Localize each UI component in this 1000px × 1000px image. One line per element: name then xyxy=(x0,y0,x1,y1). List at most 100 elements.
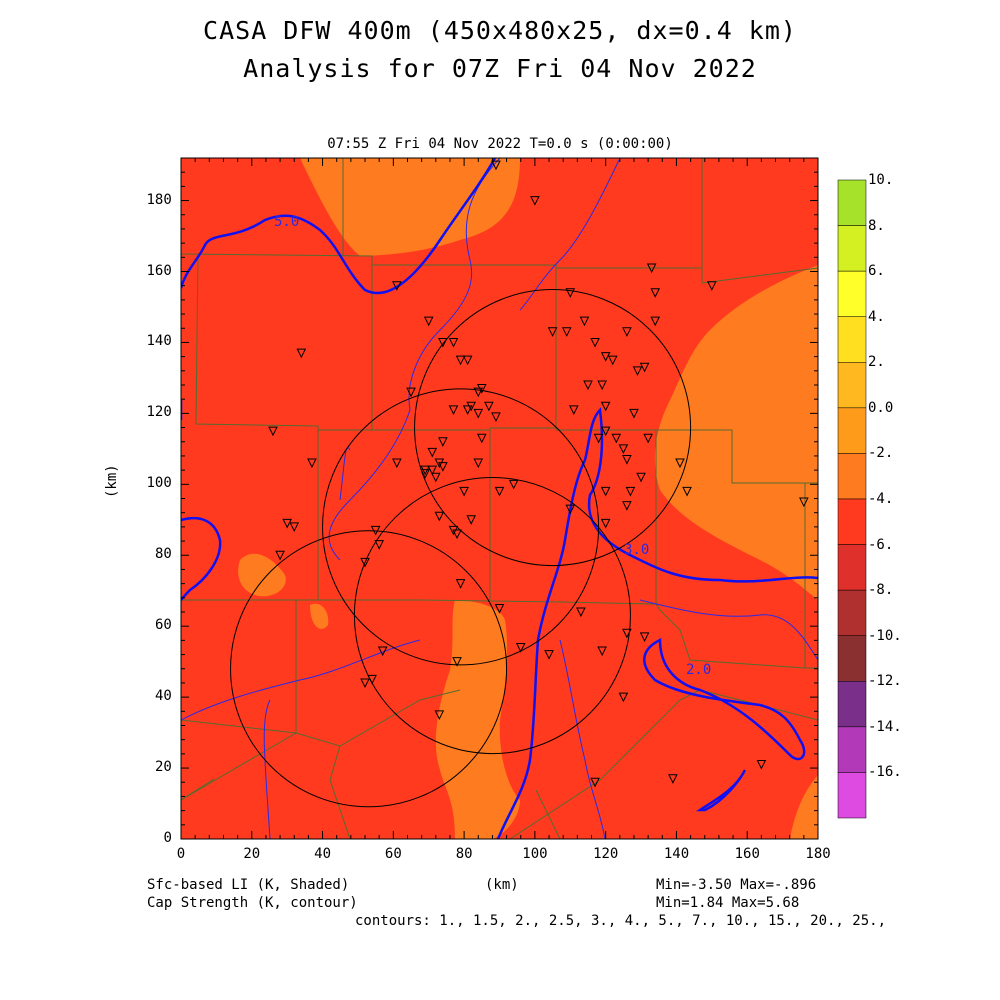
station-marker xyxy=(289,522,300,532)
station-marker xyxy=(799,497,809,508)
colorbar-swatch xyxy=(837,453,867,500)
colorbar-label: -12. xyxy=(868,673,902,690)
station-marker xyxy=(282,518,292,529)
station-marker xyxy=(643,433,653,444)
shaded-minmax: Min=-3.50 Max=-.896 xyxy=(656,877,817,893)
station-marker xyxy=(430,472,441,483)
station-marker xyxy=(307,458,317,469)
x-tick-label: 20 xyxy=(243,846,261,862)
station-marker xyxy=(473,458,484,469)
station-marker xyxy=(590,777,600,788)
colorbar-label: 6. xyxy=(868,263,885,280)
county-lines xyxy=(181,158,818,839)
footer-shaded-caption: Sfc-based LI (K, Shaded) xyxy=(147,877,350,893)
station-marker xyxy=(268,426,278,437)
station-marker xyxy=(438,462,448,472)
station-marker xyxy=(494,486,505,497)
y-tick-label: 60 xyxy=(155,617,172,634)
station-marker xyxy=(377,646,388,657)
station-marker xyxy=(491,412,501,423)
station-marker xyxy=(296,348,307,359)
station-marker xyxy=(427,447,438,458)
station-marker xyxy=(636,472,646,483)
station-marker xyxy=(452,529,462,540)
x-tick-label: 140 xyxy=(663,846,690,862)
colorbar-swatch xyxy=(837,498,867,545)
station-marker xyxy=(406,387,416,398)
colorbar-swatch xyxy=(837,589,867,636)
station-marker xyxy=(466,401,476,412)
station-marker xyxy=(360,557,370,568)
colorbar-swatch xyxy=(837,407,867,454)
station-marker xyxy=(650,288,661,298)
station-marker xyxy=(452,657,462,667)
station-marker xyxy=(590,337,600,348)
station-marker xyxy=(565,288,576,298)
x-tick-label: 120 xyxy=(593,846,619,862)
x-tick-label: 100 xyxy=(522,846,548,862)
station-marker xyxy=(565,504,576,515)
station-marker xyxy=(639,362,650,373)
station-marker xyxy=(611,433,622,444)
x-axis-label: (km) xyxy=(485,877,519,893)
x-tick-label: 60 xyxy=(384,846,402,862)
station-marker xyxy=(392,281,402,291)
x-tick-label: 180 xyxy=(805,846,831,862)
station-marker xyxy=(707,281,717,291)
colorbar-label: 2. xyxy=(868,354,885,371)
colorbar-swatch xyxy=(837,726,867,773)
li-shade-se-corner xyxy=(790,775,818,839)
station-marker xyxy=(455,579,466,589)
radar-rings xyxy=(230,289,692,808)
station-marker xyxy=(668,774,678,784)
y-tick-label: 20 xyxy=(155,759,172,776)
axis-tick-marks xyxy=(180,157,819,840)
station-marker xyxy=(547,327,558,337)
station-marker xyxy=(515,642,526,653)
station-marker xyxy=(360,678,370,689)
colorbar-swatch xyxy=(837,772,867,819)
station-marker xyxy=(639,632,650,642)
colorbar-label: -8. xyxy=(868,582,894,599)
station-marker xyxy=(367,674,377,685)
cap-contour-thin xyxy=(181,158,818,839)
station-marker xyxy=(597,646,607,657)
x-tick-label: 80 xyxy=(455,846,473,862)
station-marker xyxy=(544,650,554,660)
station-marker xyxy=(625,486,636,497)
colorbar-swatch xyxy=(837,316,867,363)
station-marker xyxy=(569,405,579,415)
colorbar-label: 4. xyxy=(868,308,885,325)
contour-levels: contours: 1., 1.5, 2., 2.5, 3., 4., 5., … xyxy=(355,913,887,929)
li-shade-east xyxy=(654,265,818,600)
station-marker xyxy=(675,458,685,469)
y-tick-label: 40 xyxy=(155,688,172,705)
shaded-field: 5.0 3.0 2.0 xyxy=(181,158,818,839)
colorbar-swatch xyxy=(837,362,867,409)
station-marker xyxy=(593,433,604,444)
x-tick-label: 0 xyxy=(176,846,186,862)
colorbar-swatch xyxy=(837,179,867,226)
station-marker xyxy=(607,355,618,366)
contour-label-5: 5.0 xyxy=(274,214,299,230)
station-marker xyxy=(448,405,459,415)
station-marker xyxy=(622,501,632,511)
station-marker xyxy=(455,355,466,366)
cap-contour-thick xyxy=(181,158,818,839)
radar-ring-north xyxy=(414,289,692,567)
station-marker xyxy=(392,458,402,469)
station-marker xyxy=(622,628,632,639)
li-shade-west-blob xyxy=(238,553,286,597)
station-marker xyxy=(646,263,657,274)
station-marker xyxy=(756,760,767,770)
station-marker xyxy=(459,486,469,497)
station-marker xyxy=(462,355,473,366)
plot-subtitle: 07:55 Z Fri 04 Nov 2022 T=0.0 s (0:00:00… xyxy=(327,136,673,152)
colorbar-label: -14. xyxy=(868,718,902,735)
radar-ring-east xyxy=(353,477,631,755)
footer-contour-caption: Cap Strength (K, contour) xyxy=(147,895,358,911)
y-tick-label: 0 xyxy=(163,830,172,846)
station-marker xyxy=(434,710,445,720)
station-marker xyxy=(448,337,459,348)
